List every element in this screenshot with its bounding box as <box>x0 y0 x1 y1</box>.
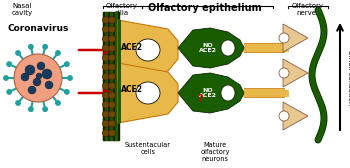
Circle shape <box>16 101 20 105</box>
Ellipse shape <box>36 73 42 79</box>
Circle shape <box>103 54 110 61</box>
Circle shape <box>7 90 11 94</box>
Circle shape <box>103 73 110 80</box>
Circle shape <box>108 120 116 127</box>
Circle shape <box>4 76 8 80</box>
Circle shape <box>103 64 110 71</box>
Circle shape <box>43 45 47 49</box>
Circle shape <box>14 54 62 102</box>
Ellipse shape <box>33 78 41 86</box>
Circle shape <box>103 130 110 136</box>
Ellipse shape <box>221 40 235 56</box>
Circle shape <box>103 111 110 118</box>
Circle shape <box>65 62 69 66</box>
Circle shape <box>279 111 289 121</box>
Circle shape <box>108 45 116 52</box>
Bar <box>108 12 110 140</box>
Ellipse shape <box>28 86 36 94</box>
Circle shape <box>103 35 110 42</box>
Bar <box>114 12 117 140</box>
Ellipse shape <box>136 82 160 104</box>
Circle shape <box>29 45 33 49</box>
Polygon shape <box>283 102 308 130</box>
Text: ?: ? <box>197 94 203 104</box>
Ellipse shape <box>42 69 52 79</box>
Bar <box>105 12 107 140</box>
Circle shape <box>103 92 110 99</box>
Circle shape <box>103 120 110 127</box>
Circle shape <box>108 130 116 136</box>
Circle shape <box>56 51 60 55</box>
Circle shape <box>103 82 110 89</box>
Ellipse shape <box>221 85 235 101</box>
Text: Olfactory epithelium: Olfactory epithelium <box>148 3 262 13</box>
Ellipse shape <box>45 81 53 89</box>
Circle shape <box>65 90 69 94</box>
Circle shape <box>68 76 72 80</box>
Circle shape <box>108 101 116 108</box>
Polygon shape <box>178 73 244 113</box>
Text: Olfactory
nerves: Olfactory nerves <box>292 3 324 16</box>
Circle shape <box>29 107 33 111</box>
Bar <box>113 12 114 140</box>
Circle shape <box>108 73 116 80</box>
Circle shape <box>108 54 116 61</box>
Bar <box>103 12 117 140</box>
Polygon shape <box>118 63 178 123</box>
Circle shape <box>103 101 110 108</box>
Circle shape <box>108 16 116 24</box>
Text: Coronavirus: Coronavirus <box>7 24 69 33</box>
Circle shape <box>108 64 116 71</box>
Polygon shape <box>283 59 308 87</box>
Polygon shape <box>283 24 308 52</box>
Text: NO
ACE2: NO ACE2 <box>199 88 217 98</box>
Ellipse shape <box>136 39 160 61</box>
Circle shape <box>103 16 110 24</box>
Text: Mature
olfactory
neurons: Mature olfactory neurons <box>200 142 230 162</box>
Text: Nasal
cavity: Nasal cavity <box>12 3 33 16</box>
Bar <box>117 12 119 140</box>
Text: Smell sensation: Smell sensation <box>347 50 350 106</box>
Circle shape <box>108 92 116 99</box>
Bar <box>118 20 121 80</box>
Circle shape <box>7 62 11 66</box>
Text: Sustentacular
cells: Sustentacular cells <box>125 142 171 155</box>
Polygon shape <box>118 20 178 80</box>
Ellipse shape <box>21 73 29 81</box>
Text: NO
ACE2: NO ACE2 <box>199 43 217 53</box>
Circle shape <box>108 35 116 42</box>
Circle shape <box>43 107 47 111</box>
Circle shape <box>103 26 110 33</box>
Circle shape <box>16 51 20 55</box>
Bar <box>103 12 105 140</box>
Circle shape <box>108 82 116 89</box>
Ellipse shape <box>37 62 45 70</box>
Circle shape <box>279 68 289 78</box>
Circle shape <box>108 111 116 118</box>
Polygon shape <box>178 28 244 68</box>
Circle shape <box>108 26 116 33</box>
Text: Olfactory
cilia: Olfactory cilia <box>106 3 138 16</box>
Circle shape <box>56 101 60 105</box>
Text: ACE2: ACE2 <box>121 43 143 52</box>
Bar <box>118 63 121 123</box>
Circle shape <box>279 33 289 43</box>
Text: ACE2: ACE2 <box>121 86 143 94</box>
Circle shape <box>103 45 110 52</box>
Bar <box>110 12 112 140</box>
Ellipse shape <box>25 65 35 75</box>
